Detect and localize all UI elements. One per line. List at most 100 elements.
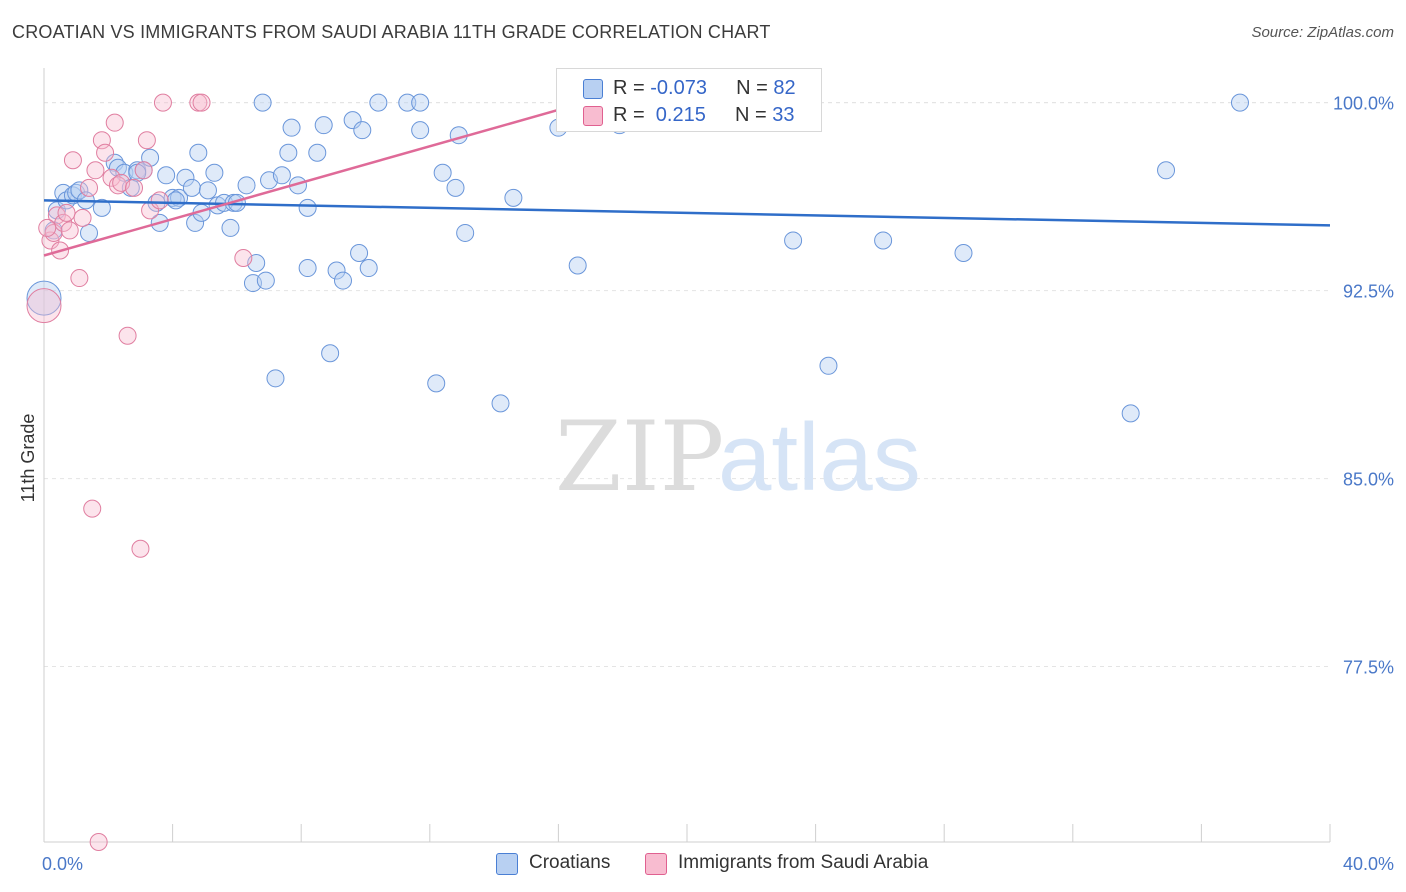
croatians-point: [1157, 161, 1176, 180]
croatians-point: [186, 213, 205, 232]
watermark-zip: ZIP: [555, 401, 724, 513]
y-tick-label: 77.5%: [1343, 658, 1394, 678]
n-value: 33: [772, 104, 795, 126]
croatians-point: [1121, 404, 1140, 423]
croatians-point: [456, 223, 475, 242]
stats-legend: R = -0.073 N = 82 R = 0.215 N = 33: [556, 68, 822, 132]
saudi-point: [60, 221, 79, 240]
croatians-point: [327, 261, 346, 280]
x-tick-label: 0.0%: [42, 854, 83, 874]
croatians-point: [411, 121, 430, 140]
saudi-point: [63, 151, 82, 170]
croatians-point: [411, 93, 430, 112]
saudi-point: [131, 539, 150, 558]
saudi-point: [137, 131, 156, 150]
series-legend: Croatians Immigrants from Saudi Arabia: [0, 852, 1406, 876]
croatians-swatch: [583, 79, 603, 99]
saudi-swatch: [583, 106, 603, 126]
croatians-point: [568, 256, 587, 275]
croatians-point: [308, 143, 327, 162]
saudi-point: [73, 208, 92, 227]
saudi-point: [192, 93, 211, 112]
croatians-point: [369, 93, 388, 112]
legend-label: Immigrants from Saudi Arabia: [678, 852, 929, 873]
croatians-point: [504, 188, 523, 207]
croatians-point: [359, 259, 378, 278]
croatians-point: [237, 176, 256, 195]
croatians-point: [819, 356, 838, 375]
croatians-point: [333, 271, 352, 290]
croatians-point: [314, 116, 333, 135]
r-value: -0.073: [650, 77, 707, 99]
croatians-point: [784, 231, 803, 250]
croatians-swatch: [496, 853, 518, 875]
croatians-point: [874, 231, 893, 250]
saudi-point: [102, 168, 121, 187]
watermark: ZIP atlas: [555, 401, 921, 513]
y-tick-label: 92.5%: [1343, 282, 1394, 302]
saudi-point: [105, 113, 124, 132]
croatians-point: [446, 178, 465, 197]
n-value: 82: [773, 77, 796, 99]
saudi-point: [96, 143, 115, 162]
watermark-atlas: atlas: [718, 404, 921, 511]
croatians-point: [954, 243, 973, 262]
y-tick-label: 85.0%: [1343, 470, 1394, 490]
croatians-point: [433, 163, 452, 182]
legend-label: Croatians: [529, 852, 611, 873]
saudi-point: [80, 178, 99, 197]
saudi-point: [54, 213, 73, 232]
croatians-point: [279, 143, 298, 162]
n-label: N =: [736, 77, 774, 99]
saudi-point: [70, 269, 89, 288]
croatians-points: [26, 93, 1249, 423]
saudi-point: [118, 326, 137, 345]
r-value: 0.215: [650, 104, 706, 126]
croatians-point: [272, 166, 291, 185]
croatians-point: [105, 153, 124, 172]
saudi-point: [125, 178, 144, 197]
saudi-point: [108, 176, 127, 195]
saudi-point: [153, 93, 172, 112]
croatians-point: [26, 280, 62, 316]
croatians-point: [343, 111, 362, 130]
r-label: R =: [613, 104, 651, 126]
saudi-point: [57, 203, 76, 222]
croatians-point: [176, 168, 195, 187]
saudi-point: [89, 833, 108, 851]
saudi-points: [26, 93, 253, 851]
croatians-point: [198, 181, 217, 200]
croatians-point: [221, 218, 240, 237]
croatians-point: [398, 93, 417, 112]
croatians-point: [157, 166, 176, 185]
croatians-point: [353, 121, 372, 140]
saudi-point: [38, 218, 57, 237]
saudi-point: [83, 499, 102, 518]
croatians-point: [189, 143, 208, 162]
source-label: Source: ZipAtlas.com: [1251, 24, 1394, 41]
croatians-point: [1230, 93, 1249, 112]
trend-lines: [43, 101, 1331, 257]
y-tick-label: 100.0%: [1333, 94, 1394, 114]
croatians-point: [321, 344, 340, 363]
croatians-point: [80, 223, 99, 242]
croatians-point: [166, 191, 185, 210]
croatians-point: [205, 163, 224, 182]
croatians-point: [491, 394, 510, 413]
saudi-trend-line: [43, 101, 585, 257]
croatians-trend-line: [43, 199, 1331, 227]
saudi-point: [26, 288, 62, 324]
saudi-point: [150, 191, 169, 210]
croatians-point: [256, 271, 275, 290]
croatians-point: [350, 243, 369, 262]
croatians-point: [253, 93, 272, 112]
x-tick-label: 40.0%: [1343, 854, 1394, 874]
croatians-point: [92, 198, 111, 217]
tick-labels: 77.5% 85.0% 92.5% 100.0% 0.0% 40.0%: [42, 94, 1394, 874]
croatians-point: [298, 259, 317, 278]
croatians-point: [298, 198, 317, 217]
croatians-point: [182, 178, 201, 197]
y-axis-label: 11th Grade: [18, 414, 38, 503]
croatians-point: [427, 374, 446, 393]
